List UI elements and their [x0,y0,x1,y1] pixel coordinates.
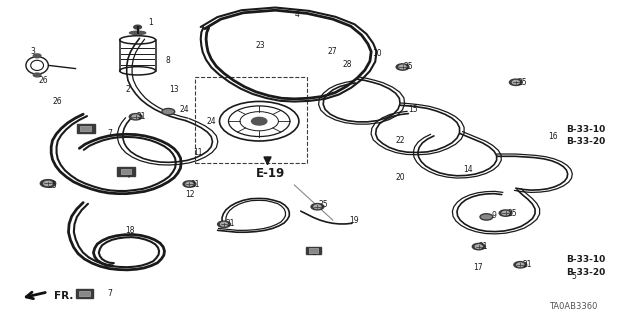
Circle shape [33,54,41,58]
Text: 19: 19 [349,216,358,225]
Circle shape [499,210,512,216]
Circle shape [472,243,485,250]
Text: B-33-20: B-33-20 [566,268,605,277]
Text: 24: 24 [207,117,216,126]
Text: 27: 27 [328,47,337,56]
Bar [309,248,318,253]
Text: 7: 7 [108,129,113,138]
Text: 21: 21 [225,219,235,228]
Text: 18: 18 [125,226,134,235]
Text: TA0AB3360: TA0AB3360 [548,302,597,311]
Circle shape [183,181,196,187]
Text: 26: 26 [38,76,48,85]
Circle shape [480,214,493,220]
Text: 8: 8 [165,56,170,65]
Text: 12: 12 [186,190,195,199]
Circle shape [399,65,406,69]
Text: B-33-10: B-33-10 [566,256,605,264]
Text: 2: 2 [125,85,130,94]
Text: 25: 25 [517,78,527,87]
Circle shape [134,25,141,29]
Circle shape [514,262,527,268]
Circle shape [311,204,324,210]
Text: 13: 13 [169,85,179,94]
Text: 21: 21 [136,112,146,121]
Text: 10: 10 [372,49,382,58]
Bar [117,167,135,176]
Text: 25: 25 [48,181,58,189]
Ellipse shape [129,31,146,34]
Text: 6: 6 [312,248,317,257]
Text: 25: 25 [403,63,413,71]
Circle shape [396,64,409,70]
Circle shape [509,79,522,85]
Circle shape [129,114,142,120]
Circle shape [40,180,56,187]
Circle shape [218,221,230,227]
Circle shape [517,263,524,267]
Circle shape [476,245,483,248]
Text: 21: 21 [522,260,532,269]
Bar [306,247,321,254]
Text: 9: 9 [492,211,497,220]
Text: 14: 14 [463,165,473,174]
Text: 26: 26 [52,97,62,106]
Text: E-19: E-19 [255,167,285,180]
Text: 3: 3 [31,47,36,56]
Bar [121,169,131,174]
Text: 15: 15 [408,105,418,114]
Circle shape [33,73,41,77]
Circle shape [252,117,267,125]
Text: 1: 1 [148,18,153,27]
Bar [79,291,90,296]
Bar [81,126,91,131]
Text: FR.: FR. [54,291,74,301]
Text: B-33-20: B-33-20 [566,137,605,146]
Text: 4: 4 [294,10,300,19]
Text: 28: 28 [342,60,352,69]
Text: 24: 24 [179,105,189,114]
Text: 23: 23 [256,41,266,50]
Circle shape [162,108,175,115]
Circle shape [44,181,52,186]
Text: 25: 25 [318,200,328,209]
Circle shape [132,115,140,119]
Circle shape [314,205,321,209]
Circle shape [220,223,228,226]
Text: 21: 21 [191,180,200,189]
Bar [195,77,307,163]
Bar [77,124,95,133]
Text: 20: 20 [396,173,405,182]
Circle shape [502,211,509,215]
Text: 5: 5 [572,272,577,281]
Bar [76,289,93,298]
Text: 21: 21 [479,242,488,251]
Text: B-33-10: B-33-10 [566,125,605,134]
Text: 7: 7 [107,289,112,298]
Text: 22: 22 [396,137,405,145]
Circle shape [513,80,520,84]
Text: 16: 16 [548,132,557,141]
Text: 7: 7 [126,171,131,180]
Text: 11: 11 [193,148,203,157]
Text: 17: 17 [474,263,483,272]
Circle shape [186,182,193,186]
Text: 25: 25 [508,209,517,218]
